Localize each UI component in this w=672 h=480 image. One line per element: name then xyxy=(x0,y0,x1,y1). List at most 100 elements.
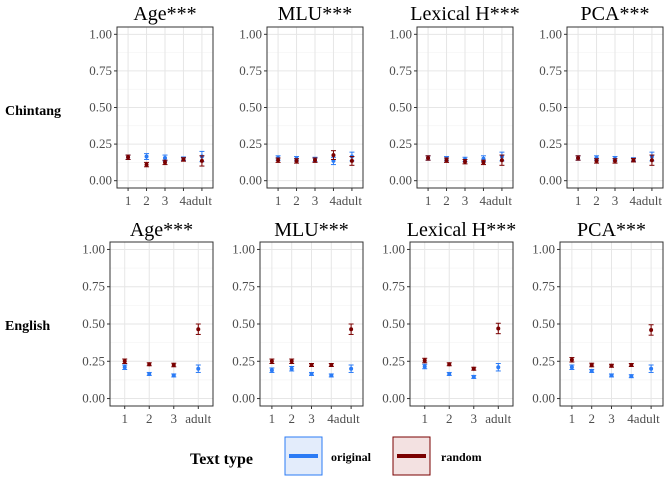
panel-border xyxy=(116,26,214,189)
x-tick-label: 2 xyxy=(593,193,600,208)
panel-border xyxy=(409,241,514,407)
data-point-random xyxy=(447,362,452,367)
data-point-original xyxy=(309,371,314,376)
data-point-random xyxy=(569,357,574,362)
x-tick-label: 4adult xyxy=(629,193,662,208)
x-tick-label: 2 xyxy=(588,411,595,426)
legend-label-random: random xyxy=(441,450,482,464)
data-point-random xyxy=(163,160,167,165)
x-tick-label: 3 xyxy=(462,193,469,208)
data-point-random xyxy=(629,363,634,367)
panel-chintang-1: 0.00 0.25 0.50 0.75 1.00 1 2 3 4adult Age*** xyxy=(89,3,214,208)
data-point-random xyxy=(294,158,299,163)
data-point-random xyxy=(331,153,336,158)
x-tick-label: 4adult xyxy=(627,411,660,426)
x-tick-label: 4adult xyxy=(329,193,362,208)
y-tick-label: 1.00 xyxy=(232,241,255,256)
x-tick-label: 4adult xyxy=(179,193,212,208)
x-tick-label: 4adult xyxy=(479,193,512,208)
y-tick-label: 0.75 xyxy=(89,63,112,78)
data-point-random xyxy=(329,363,334,367)
panel-title: Lexical H*** xyxy=(410,3,519,25)
data-point-random xyxy=(144,162,149,167)
y-tick-label: 1.00 xyxy=(539,26,562,41)
y-tick-label: 1.00 xyxy=(532,241,555,256)
legend-key-random xyxy=(392,436,431,476)
panel-title: Age*** xyxy=(130,219,193,241)
panel-title: MLU*** xyxy=(278,3,352,25)
x-tick-label: adult xyxy=(185,411,211,426)
panel-english-1: 0.00 0.25 0.50 0.75 1.00 1 2 3 adult Age*** xyxy=(82,219,214,426)
legend: Text type original random xyxy=(190,436,482,476)
panel-chintang-3: 0.00 0.25 0.50 0.75 1.00 1 2 3 4adult Lexical H**… xyxy=(389,3,519,208)
data-point-random xyxy=(594,158,599,163)
data-point-random xyxy=(422,358,427,363)
data-point-random xyxy=(481,160,486,165)
data-point-random xyxy=(471,366,476,371)
legend-title: Text type xyxy=(190,451,253,468)
data-point-random xyxy=(126,155,131,160)
x-tick-label: 2 xyxy=(446,411,453,426)
data-point-random xyxy=(609,363,614,368)
panel-english-2: 0.00 0.25 0.50 0.75 1.00 1 2 3 4adult MLU*** xyxy=(232,219,364,426)
data-point-random xyxy=(349,327,354,332)
data-point-random xyxy=(463,159,467,164)
y-tick-label: 0.25 xyxy=(389,136,412,151)
panel-title: MLU*** xyxy=(274,219,348,241)
y-tick-label: 0.00 xyxy=(389,173,412,188)
y-tick-label: 0.25 xyxy=(239,136,262,151)
data-point-random xyxy=(309,363,314,367)
data-point-original xyxy=(122,365,127,370)
data-point-original xyxy=(196,366,201,371)
data-point-random xyxy=(196,327,201,332)
y-tick-label: 0.50 xyxy=(389,100,412,115)
data-point-random xyxy=(444,158,449,163)
y-tick-label: 0.00 xyxy=(89,173,112,188)
panel-border xyxy=(566,26,664,189)
panel-border xyxy=(259,241,364,407)
legend-label-original: original xyxy=(331,450,372,464)
x-tick-label: 3 xyxy=(612,193,619,208)
data-point-random xyxy=(269,359,274,364)
y-tick-label: 0.50 xyxy=(532,316,555,331)
y-tick-label: 0.25 xyxy=(232,353,255,368)
x-tick-label: 2 xyxy=(146,411,153,426)
row-label-english: English xyxy=(5,319,50,334)
panels-group: 0.000.250.500.751.001 2 3 4adultAge***0.000… xyxy=(82,3,664,426)
data-point-random xyxy=(631,158,636,163)
x-tick-label: 3 xyxy=(471,411,478,426)
data-point-original xyxy=(569,365,574,370)
data-point-random xyxy=(613,158,617,163)
y-tick-label: 0.25 xyxy=(89,136,112,151)
y-tick-label: 0.00 xyxy=(539,173,562,188)
data-point-original xyxy=(269,368,274,373)
y-tick-label: 0.25 xyxy=(539,136,562,151)
data-point-original xyxy=(447,371,452,376)
y-tick-label: 0.75 xyxy=(82,279,105,294)
x-tick-label: 2 xyxy=(143,193,150,208)
y-tick-label: 1.00 xyxy=(389,26,412,41)
x-tick-label: 1 xyxy=(569,411,576,426)
data-point-random xyxy=(199,158,204,163)
data-point-random xyxy=(496,326,501,331)
panel-chintang-4: 0.00 0.25 0.50 0.75 1.00 1 2 3 4adult PCA*** xyxy=(539,3,664,208)
data-point-original xyxy=(649,366,654,371)
y-tick-label: 0.00 xyxy=(239,173,262,188)
data-point-random xyxy=(276,158,281,163)
y-tick-label: 0.75 xyxy=(539,63,562,78)
data-point-original xyxy=(496,365,501,370)
y-tick-label: 0.00 xyxy=(232,391,255,406)
row-label-chintang: Chintang xyxy=(5,104,61,119)
x-tick-label: 1 xyxy=(421,411,428,426)
y-tick-label: 1.00 xyxy=(239,26,262,41)
y-tick-label: 0.50 xyxy=(82,316,105,331)
x-tick-label: 3 xyxy=(608,411,615,426)
y-tick-label: 0.25 xyxy=(82,353,105,368)
y-tick-label: 0.25 xyxy=(532,353,555,368)
data-point-original xyxy=(163,155,167,160)
data-point-random xyxy=(122,359,127,364)
x-tick-label: 1 xyxy=(125,193,132,208)
y-tick-label: 0.50 xyxy=(239,100,262,115)
panel-border xyxy=(266,26,364,189)
